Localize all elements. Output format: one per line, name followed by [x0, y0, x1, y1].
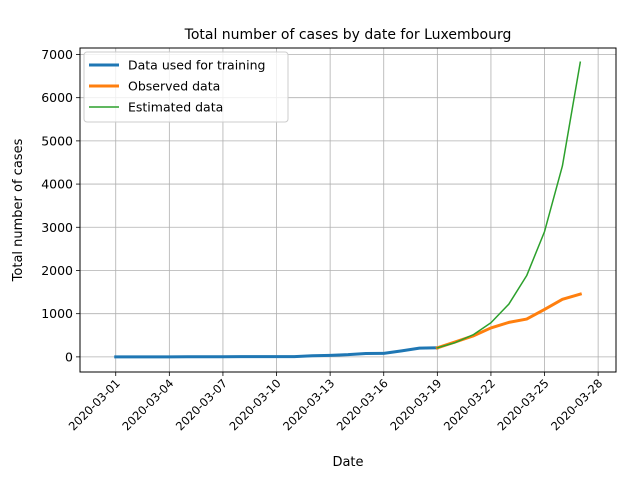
y-tick-label: 2000 — [41, 263, 73, 278]
x-tick-label: 2020-03-04 — [119, 376, 176, 433]
x-tick-label: 2020-03-22 — [441, 376, 498, 433]
y-axis-label: Total number of cases — [11, 138, 26, 282]
y-tick-label: 1000 — [41, 306, 73, 321]
legend-box — [83, 51, 289, 123]
series-line-1 — [114, 346, 439, 359]
y-tick-label: 4000 — [41, 177, 73, 192]
legend-label: Data used for training — [128, 58, 265, 73]
x-tick-label: 2020-03-28 — [548, 376, 605, 433]
x-axis-ticks: 2020-03-012020-03-042020-03-072020-03-10… — [66, 372, 605, 433]
plot-area — [79, 47, 617, 373]
x-tick-label: 2020-03-07 — [173, 376, 230, 433]
x-tick-label: 2020-03-10 — [226, 376, 283, 433]
legend-label: Estimated data — [128, 100, 223, 115]
legend: Data used for training Observed data Estim… — [83, 51, 289, 123]
y-tick-label: 6000 — [41, 90, 73, 105]
legend-label: Observed data — [128, 79, 220, 94]
series-line-3 — [436, 61, 582, 349]
y-tick-label: 3000 — [41, 220, 73, 235]
x-axis-label: Date — [332, 455, 363, 470]
y-tick-label: 7000 — [41, 47, 73, 62]
x-tick-label: 2020-03-16 — [334, 376, 391, 433]
chart-title: Total number of cases by date for Luxemb… — [184, 27, 512, 43]
y-tick-label: 0 — [65, 349, 73, 364]
x-tick-label: 2020-03-01 — [66, 376, 123, 433]
series-line-2 — [435, 292, 583, 350]
x-tick-label: 2020-03-13 — [280, 376, 337, 433]
x-tick-label: 2020-03-19 — [387, 376, 444, 433]
series-lines — [114, 61, 583, 359]
y-axis-ticks: 0 1000 2000 3000 4000 5000 6000 7000 — [41, 47, 80, 364]
x-tick-label: 2020-03-25 — [494, 376, 551, 433]
y-tick-label: 5000 — [41, 133, 73, 148]
